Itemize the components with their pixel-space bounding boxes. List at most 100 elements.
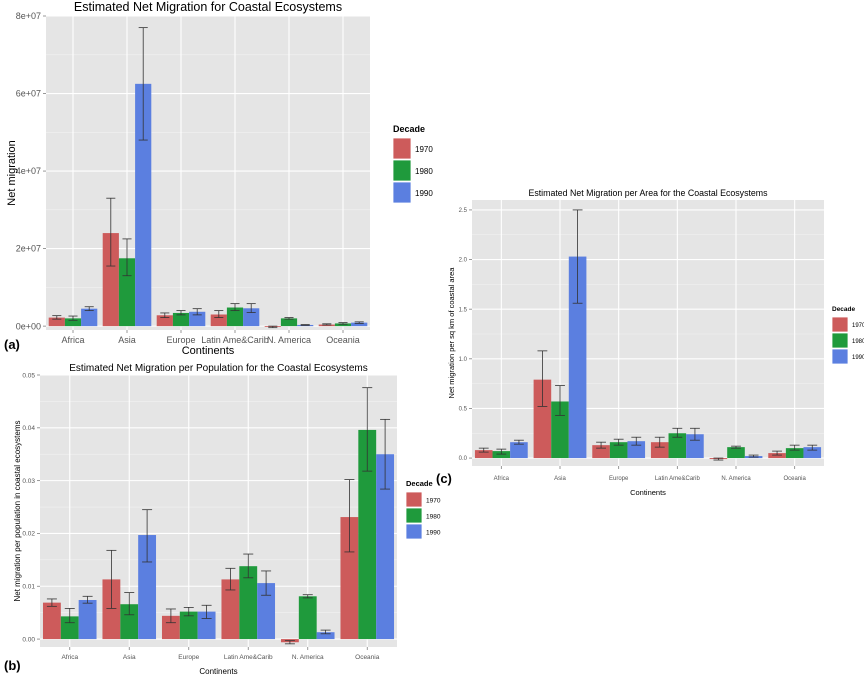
bar-1990-asia: [138, 535, 157, 640]
bar-1980-africa: [492, 451, 511, 459]
legend-label-1970: 1970: [426, 497, 441, 504]
panel-label-c: (c): [436, 471, 452, 486]
legend-label-1990: 1990: [415, 189, 433, 198]
x-tick-label: Oceania: [355, 654, 380, 661]
bar-1990-latin-ame-carib: [257, 583, 276, 640]
y-tick-label: 2.5: [459, 208, 468, 214]
legend-label-1990: 1990: [426, 529, 441, 536]
bar-1980-latin-ame-carib: [226, 307, 244, 327]
bar-1980-asia: [118, 258, 136, 327]
legend-label-1980: 1980: [426, 513, 441, 520]
bar-1980-asia: [120, 604, 139, 640]
chart-b: 0.00 0.01 0.02 0.03 0.04 0.05 Africa Asia Europe…: [13, 363, 441, 676]
x-tick-label: Oceania: [783, 476, 806, 482]
x-tick-label: Latin Ame&Carib: [201, 335, 269, 345]
legend-swatch-1970: [831, 316, 849, 333]
panel-label-a: (a): [4, 337, 20, 352]
y-axis-label: Net migration: [6, 140, 18, 205]
bar-1970-europe: [161, 615, 180, 640]
chart-title: Estimated Net Migration per Area for the…: [528, 188, 768, 198]
x-tick-label: Europe: [178, 654, 199, 661]
plot-panel: [40, 375, 397, 647]
y-tick-label: 0e+00: [16, 321, 41, 331]
y-tick-label: 6e+07: [16, 89, 41, 99]
bar-1990-africa: [81, 308, 98, 327]
x-tick-label: Latin Ame&Carib: [224, 654, 273, 661]
x-tick-label: Asia: [118, 335, 136, 345]
legend-swatch-1980: [831, 332, 849, 349]
legend-swatch-1990: [831, 348, 849, 365]
plot-panel: [472, 200, 824, 466]
legend-title: Decade: [393, 124, 425, 134]
y-tick-label: 0.01: [22, 584, 35, 591]
y-tick-label: 1.0: [459, 357, 468, 363]
bar-1980-oceania: [785, 448, 804, 459]
bar-1970-europe: [156, 315, 173, 327]
bar-1990-oceania: [803, 447, 822, 459]
x-tick-label: Asia: [554, 476, 566, 482]
x-tick-label: Oceania: [326, 335, 360, 345]
legend-label-1990: 1990: [852, 355, 864, 361]
chart-c: 0.0 0.5 1.0 1.5 2.0 2.5 Africa Asia Europe Latin …: [447, 188, 864, 497]
bar-1980-africa: [60, 616, 79, 640]
bar-1990-asia: [568, 256, 587, 459]
bar-1990-asia: [135, 83, 152, 327]
legend-label-1970: 1970: [415, 145, 433, 154]
y-tick-label: 8e+07: [16, 11, 41, 21]
x-tick-label: Africa: [61, 654, 78, 661]
legend-swatch-1980: [405, 507, 423, 524]
y-tick-label: 0.0: [459, 456, 468, 462]
y-tick-label: 0.05: [22, 372, 35, 379]
bar-1970-africa: [474, 450, 493, 459]
bar-1980-n-america: [280, 318, 298, 327]
legend: Decade 1970 1980 1990: [831, 306, 864, 365]
y-tick-label: 0.5: [459, 407, 468, 413]
legend-swatch-1990: [392, 181, 412, 204]
bar-1990-africa: [510, 442, 528, 459]
x-tick-label: Europe: [166, 335, 195, 345]
x-tick-label: N. America: [292, 654, 324, 661]
y-tick-label: 0.02: [22, 531, 35, 538]
bar-1970-latin-ame-carib: [650, 442, 669, 459]
bar-1970-latin-ame-carib: [210, 314, 227, 327]
chart-a: 0e+00 2e+07 4e+07 6e+07 8e+07 Africa Asia Europ…: [6, 0, 433, 357]
bar-1970-latin-ame-carib: [221, 579, 240, 640]
x-tick-label: Europe: [609, 476, 629, 482]
bar-1980-europe: [179, 611, 198, 640]
panel-label-b: (b): [4, 658, 21, 673]
bar-1970-oceania: [340, 517, 359, 640]
y-tick-label: 2e+07: [16, 244, 41, 254]
bar-1990-africa: [78, 599, 97, 640]
legend-title: Decade: [832, 306, 856, 313]
y-tick-label: 2.0: [459, 258, 468, 264]
legend: Decade 1970 1980 1990: [405, 479, 441, 540]
bar-1980-oceania: [358, 429, 377, 640]
x-tick-label: Africa: [61, 335, 84, 345]
bar-1980-europe: [172, 312, 190, 327]
x-axis-label: Continents: [199, 667, 237, 676]
y-tick-label: 4e+07: [16, 166, 41, 176]
legend-label-1970: 1970: [852, 323, 864, 329]
legend-label-1980: 1980: [415, 167, 433, 176]
plot-panel: [46, 16, 370, 330]
bar-1980-n-america: [298, 596, 317, 640]
legend-swatch-1980: [392, 159, 412, 182]
bar-1970-asia: [533, 379, 552, 459]
legend: Decade 1970 1980 1990: [392, 124, 433, 204]
legend-title: Decade: [406, 479, 433, 488]
bar-1990-n-america: [316, 632, 335, 640]
x-tick-label: Latin Ame&Carib: [655, 476, 701, 482]
bar-1970-oceania: [768, 453, 786, 459]
bar-1980-oceania: [334, 323, 352, 327]
x-tick-label: N. America: [721, 476, 751, 482]
x-axis-label: Continents: [630, 488, 666, 497]
x-tick-label: Africa: [494, 476, 510, 482]
bar-1990-oceania: [351, 322, 368, 327]
x-axis-label: Continents: [182, 345, 235, 357]
chart-title: Estimated Net Migration for Coastal Ecos…: [74, 0, 342, 14]
legend-swatch-1990: [405, 523, 423, 540]
bar-1980-europe: [609, 442, 628, 459]
bar-1980-latin-ame-carib: [239, 566, 258, 640]
chart-title: Estimated Net Migration per Population f…: [69, 363, 367, 374]
